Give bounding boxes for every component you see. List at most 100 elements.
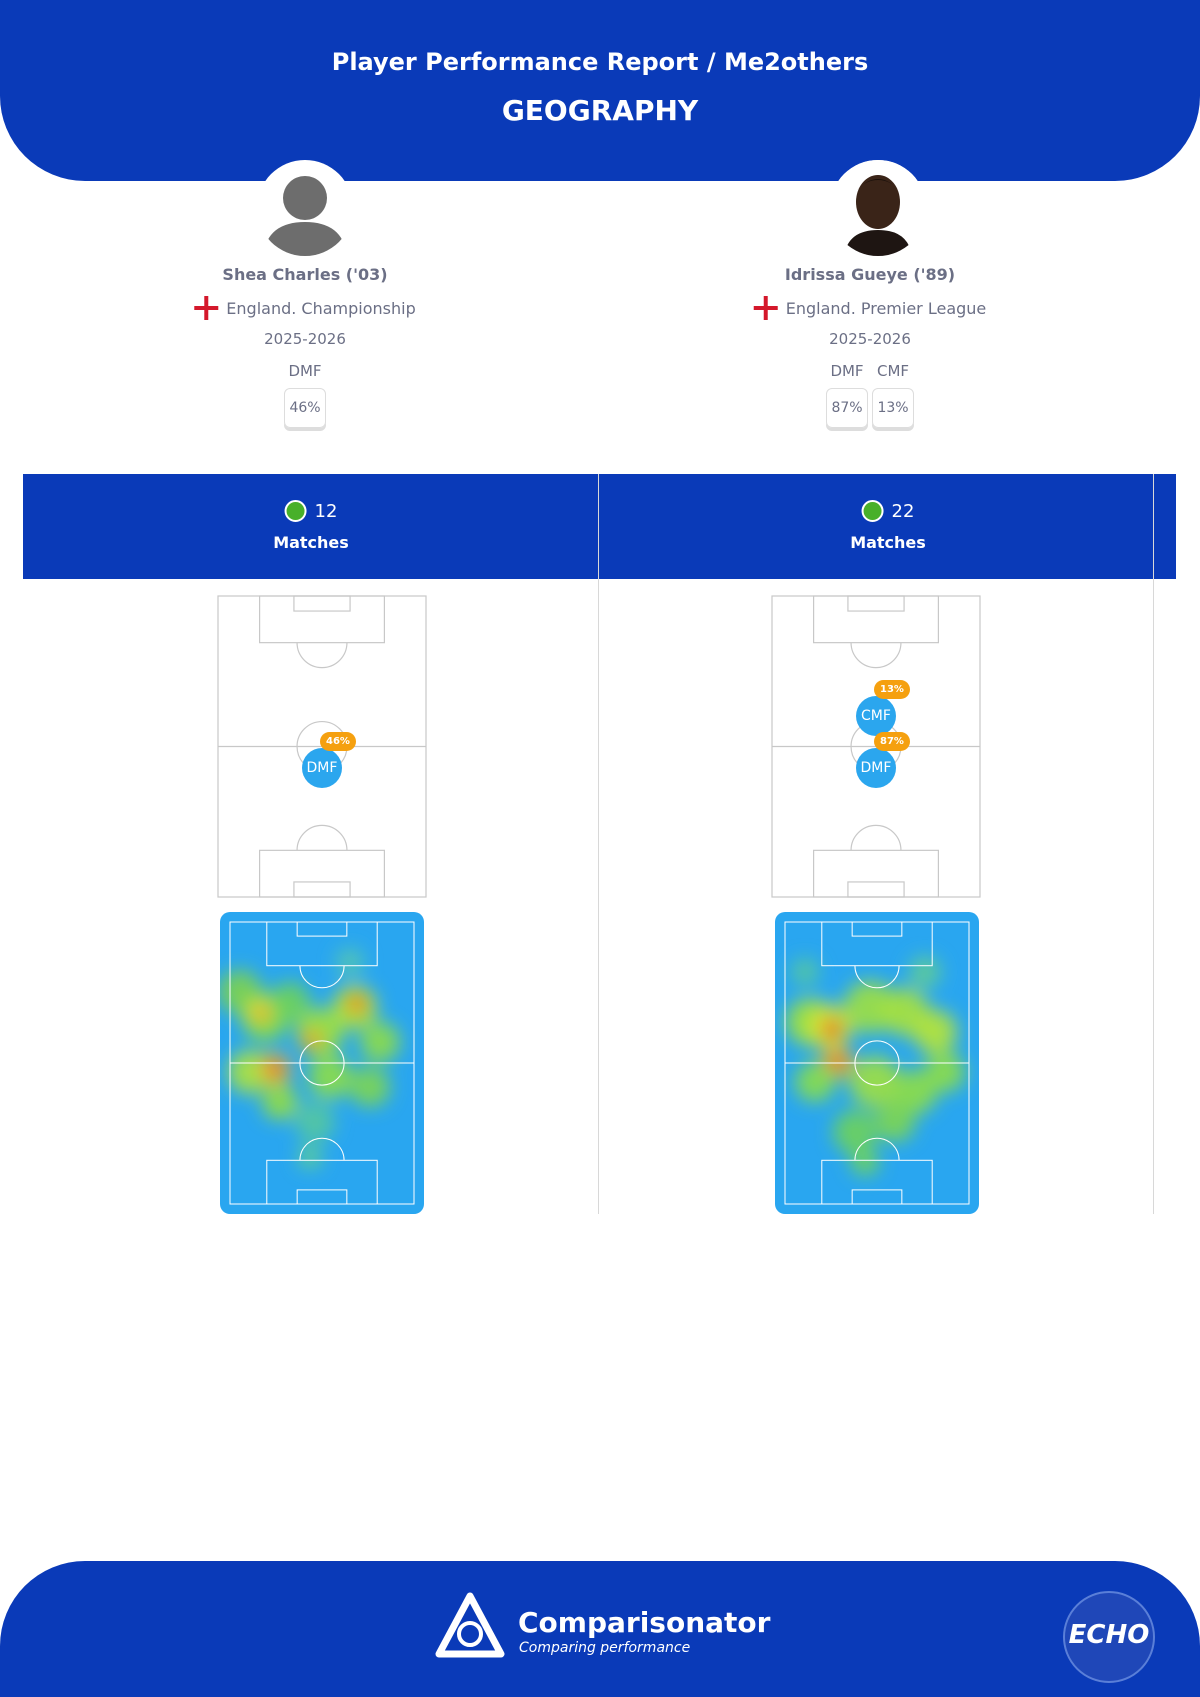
heatmap [775, 912, 979, 1214]
position-share: 13% [872, 388, 914, 428]
pitch-line [293, 881, 351, 898]
pitch-line [296, 1189, 348, 1205]
position-marker: CMF 13% [856, 680, 910, 736]
marker-share: 46% [320, 732, 356, 751]
heatmap [220, 912, 424, 1214]
heat-blob [336, 948, 364, 976]
player-avatar [830, 160, 926, 256]
position: CMF 13% [872, 362, 914, 428]
heat-blob [833, 1110, 877, 1154]
check-icon [284, 500, 307, 522]
pitch-line [296, 921, 348, 937]
brand-logo [435, 1592, 505, 1658]
positions: DMF 46% [284, 362, 326, 428]
matches-band [23, 474, 1176, 579]
brand-tagline: Comparing performance [519, 1640, 691, 1656]
heat-blob [925, 1052, 965, 1092]
heat-blob [298, 1145, 322, 1169]
heat-blob [875, 1102, 915, 1142]
heat-blob [909, 956, 941, 988]
heat-blob [295, 1102, 335, 1142]
position: DMF 46% [284, 362, 326, 428]
player-avatar [257, 160, 353, 256]
pitch-line [850, 642, 902, 669]
heat-blobs [220, 948, 400, 1169]
heat-blob [913, 1010, 957, 1054]
pitch-line [851, 1189, 903, 1205]
pitch-lines [229, 921, 415, 1205]
club-logo: ECHO [1068, 1620, 1150, 1650]
heat-blob [267, 1061, 283, 1077]
club-logo-badge [1063, 1591, 1155, 1683]
marker-label: DMF [860, 760, 892, 776]
position: DMF 87% [826, 362, 868, 428]
pitch-lines [784, 921, 970, 1205]
position-marker: DMF 87% [856, 732, 910, 788]
marker-share: 13% [874, 680, 910, 699]
pitch-line [850, 824, 902, 851]
heat-blob [270, 982, 310, 1022]
pitch-line [854, 1040, 900, 1086]
positions: DMF 87% CMF 13% [826, 362, 914, 428]
heat-blobs [786, 956, 965, 1176]
avatar-photo [830, 160, 926, 256]
column-divider [598, 474, 599, 1214]
flag [194, 296, 219, 320]
position-marker: DMF 46% [302, 732, 356, 788]
heat-blob [347, 994, 367, 1014]
pitch-line [851, 921, 903, 937]
pitch-line [847, 881, 905, 898]
brand-name: Comparisonator [518, 1606, 771, 1639]
section-title: GEOGRAPHY [501, 94, 699, 127]
heat-blob [308, 1055, 352, 1099]
marker-label: CMF [861, 708, 891, 724]
heat-blob [791, 958, 819, 986]
player-name: Idrissa Gueye ('89) [784, 265, 956, 284]
flag [753, 296, 778, 320]
report-title: Player Performance Report / Me2others [331, 48, 869, 76]
heat-blob [350, 1067, 390, 1107]
player-league: England. Premier League [753, 296, 987, 320]
heat-blob [360, 1022, 400, 1062]
player-league: England. Championship [194, 296, 416, 320]
pitch-line [296, 642, 348, 669]
heat-blob [822, 1019, 842, 1039]
heat-blob [302, 1030, 322, 1050]
heat-blob [830, 1055, 844, 1069]
pitch-line [847, 595, 905, 612]
position-label: DMF [288, 362, 322, 380]
footer [0, 1561, 1200, 1697]
player-season: 2025-2026 [264, 330, 346, 348]
heat-blob [893, 1070, 937, 1114]
marker-label: DMF [306, 760, 338, 776]
matches-count: 12 [284, 500, 338, 522]
league-name: England. Premier League [785, 298, 987, 318]
matches-label: Matches [850, 533, 926, 552]
heat-blob [256, 1008, 268, 1020]
matches-number: 22 [891, 500, 915, 522]
pitch-line [299, 965, 345, 989]
pitch-line [854, 965, 900, 989]
heat-blob [851, 1148, 879, 1176]
column-divider [1153, 474, 1154, 1214]
marker-share: 87% [874, 732, 910, 751]
pitch-line [299, 1040, 345, 1086]
position-share: 46% [284, 388, 326, 428]
league-name: England. Championship [226, 298, 416, 318]
heat-blob [228, 1050, 272, 1094]
pitch-line [296, 824, 348, 851]
matches-count: 22 [861, 500, 915, 522]
position-label: CMF [876, 362, 910, 380]
pitch-line [854, 1137, 900, 1161]
matches-number: 12 [314, 500, 338, 522]
player-name: Shea Charles ('03) [222, 265, 388, 284]
pitch-lines [217, 595, 427, 898]
pitch-line [293, 595, 351, 612]
check-icon [861, 500, 884, 522]
position-label: DMF [830, 362, 864, 380]
player-season: 2025-2026 [829, 330, 911, 348]
position-share: 87% [826, 388, 868, 428]
heat-blob [849, 1056, 901, 1108]
heat-blob [262, 1084, 298, 1120]
